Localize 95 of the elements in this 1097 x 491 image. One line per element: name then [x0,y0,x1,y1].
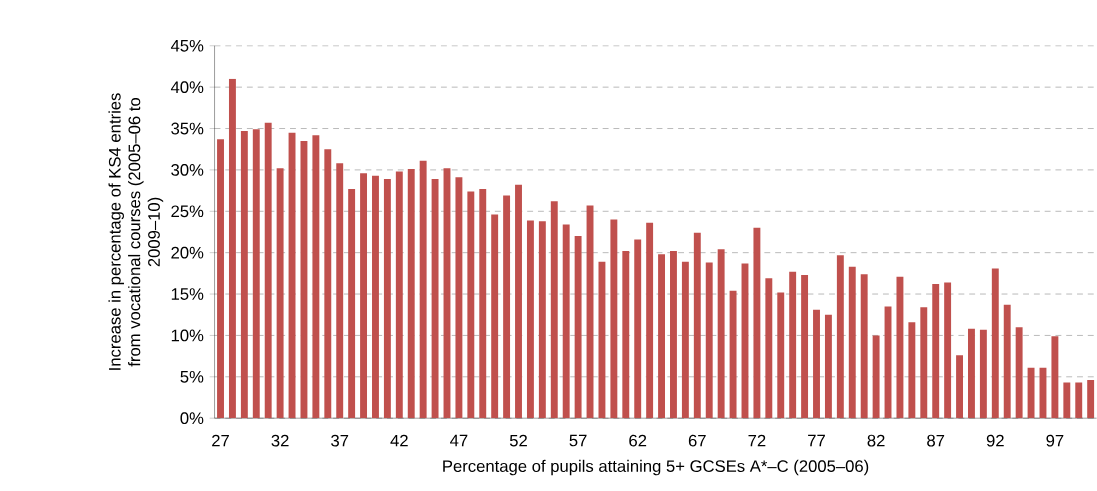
x-tick-label: 82 [867,434,885,447]
bar [801,275,809,419]
bar [574,236,582,419]
y-tick-label: 20% [171,246,204,259]
y-tick-label: 30% [171,164,204,176]
bar [860,274,868,419]
bar [634,239,642,419]
bar [550,201,558,419]
bar [228,78,236,419]
bar [836,255,844,419]
x-tick-label: 92 [986,434,1004,447]
bar [479,188,487,419]
y-tick-label: 45% [170,39,204,52]
bar [336,163,344,419]
bar [276,168,284,419]
bar [848,266,856,419]
bar [538,221,546,419]
bar [383,179,391,419]
bar [944,282,952,419]
x-tick-label: 97 [1046,434,1064,447]
x-tick-label: 32 [271,434,289,447]
bar [515,184,522,419]
bar [729,290,737,419]
bar [264,122,272,419]
bar [240,131,248,419]
x-tick-label: 47 [450,434,468,447]
y-tick-label: 10% [171,329,204,342]
y-tick-label: 5% [180,370,204,383]
bar [908,322,916,419]
bar [610,219,618,419]
x-tick-label: 87 [927,434,945,447]
bar [765,278,773,419]
bar [419,160,427,419]
bar [503,195,511,419]
bar [705,262,713,419]
bar [753,227,761,419]
x-tick-label: 77 [808,434,825,447]
bar [872,335,880,419]
x-tick-label: 62 [629,434,647,447]
bar [979,329,987,419]
x-tick-label: 67 [688,434,706,447]
x-tick-label: 52 [509,434,527,447]
bar [217,139,224,419]
bar [991,268,999,419]
bar [526,220,534,419]
bar [658,254,666,419]
bar [1027,367,1035,419]
bar [681,261,689,419]
bar [622,251,630,419]
bar [1003,304,1011,419]
bar [670,251,677,419]
bar [455,177,463,419]
bar [968,328,975,419]
y-tick-label: 40% [170,81,204,94]
x-tick-label: 27 [212,434,229,447]
bar [717,249,725,419]
x-axis-title: Percentage of pupils attaining 5+ GCSEs A*–C (2005–06) [443,459,869,476]
bar [824,314,832,419]
bar [1075,382,1083,419]
bar [348,188,356,419]
x-tick-label: 57 [569,434,587,447]
bar [693,232,701,419]
bar [407,169,415,419]
bar [467,191,475,419]
bar [789,271,797,419]
bar [395,171,403,419]
y-tick-label: 35% [171,122,204,135]
bar [562,224,570,419]
bar [813,309,820,419]
x-tick-label: 42 [390,434,408,447]
bar [360,173,368,419]
bar [777,292,785,419]
bar [598,261,606,419]
bar [324,149,332,419]
y-tick-label: 15% [171,288,204,300]
bar [372,175,379,419]
bar [920,307,928,419]
bar [1015,327,1023,419]
y-tick-label: 0% [180,412,204,425]
y-axis-title: Increase in percentage of KS4 entries from vocational courses (2005–06 to 2009–10) [108,93,164,370]
bar [312,135,320,419]
bar [300,140,308,419]
bar [932,284,940,419]
y-tick-label: 25% [171,205,204,218]
x-tick-label: 37 [331,434,349,447]
bar [896,276,904,419]
bar [431,179,439,419]
bar [956,355,963,419]
bar [1063,382,1071,419]
x-tick-label: 72 [748,434,766,447]
bar [491,214,499,419]
bar [646,222,654,419]
bar [1051,336,1059,419]
bar [1087,380,1095,419]
bar [252,129,260,419]
